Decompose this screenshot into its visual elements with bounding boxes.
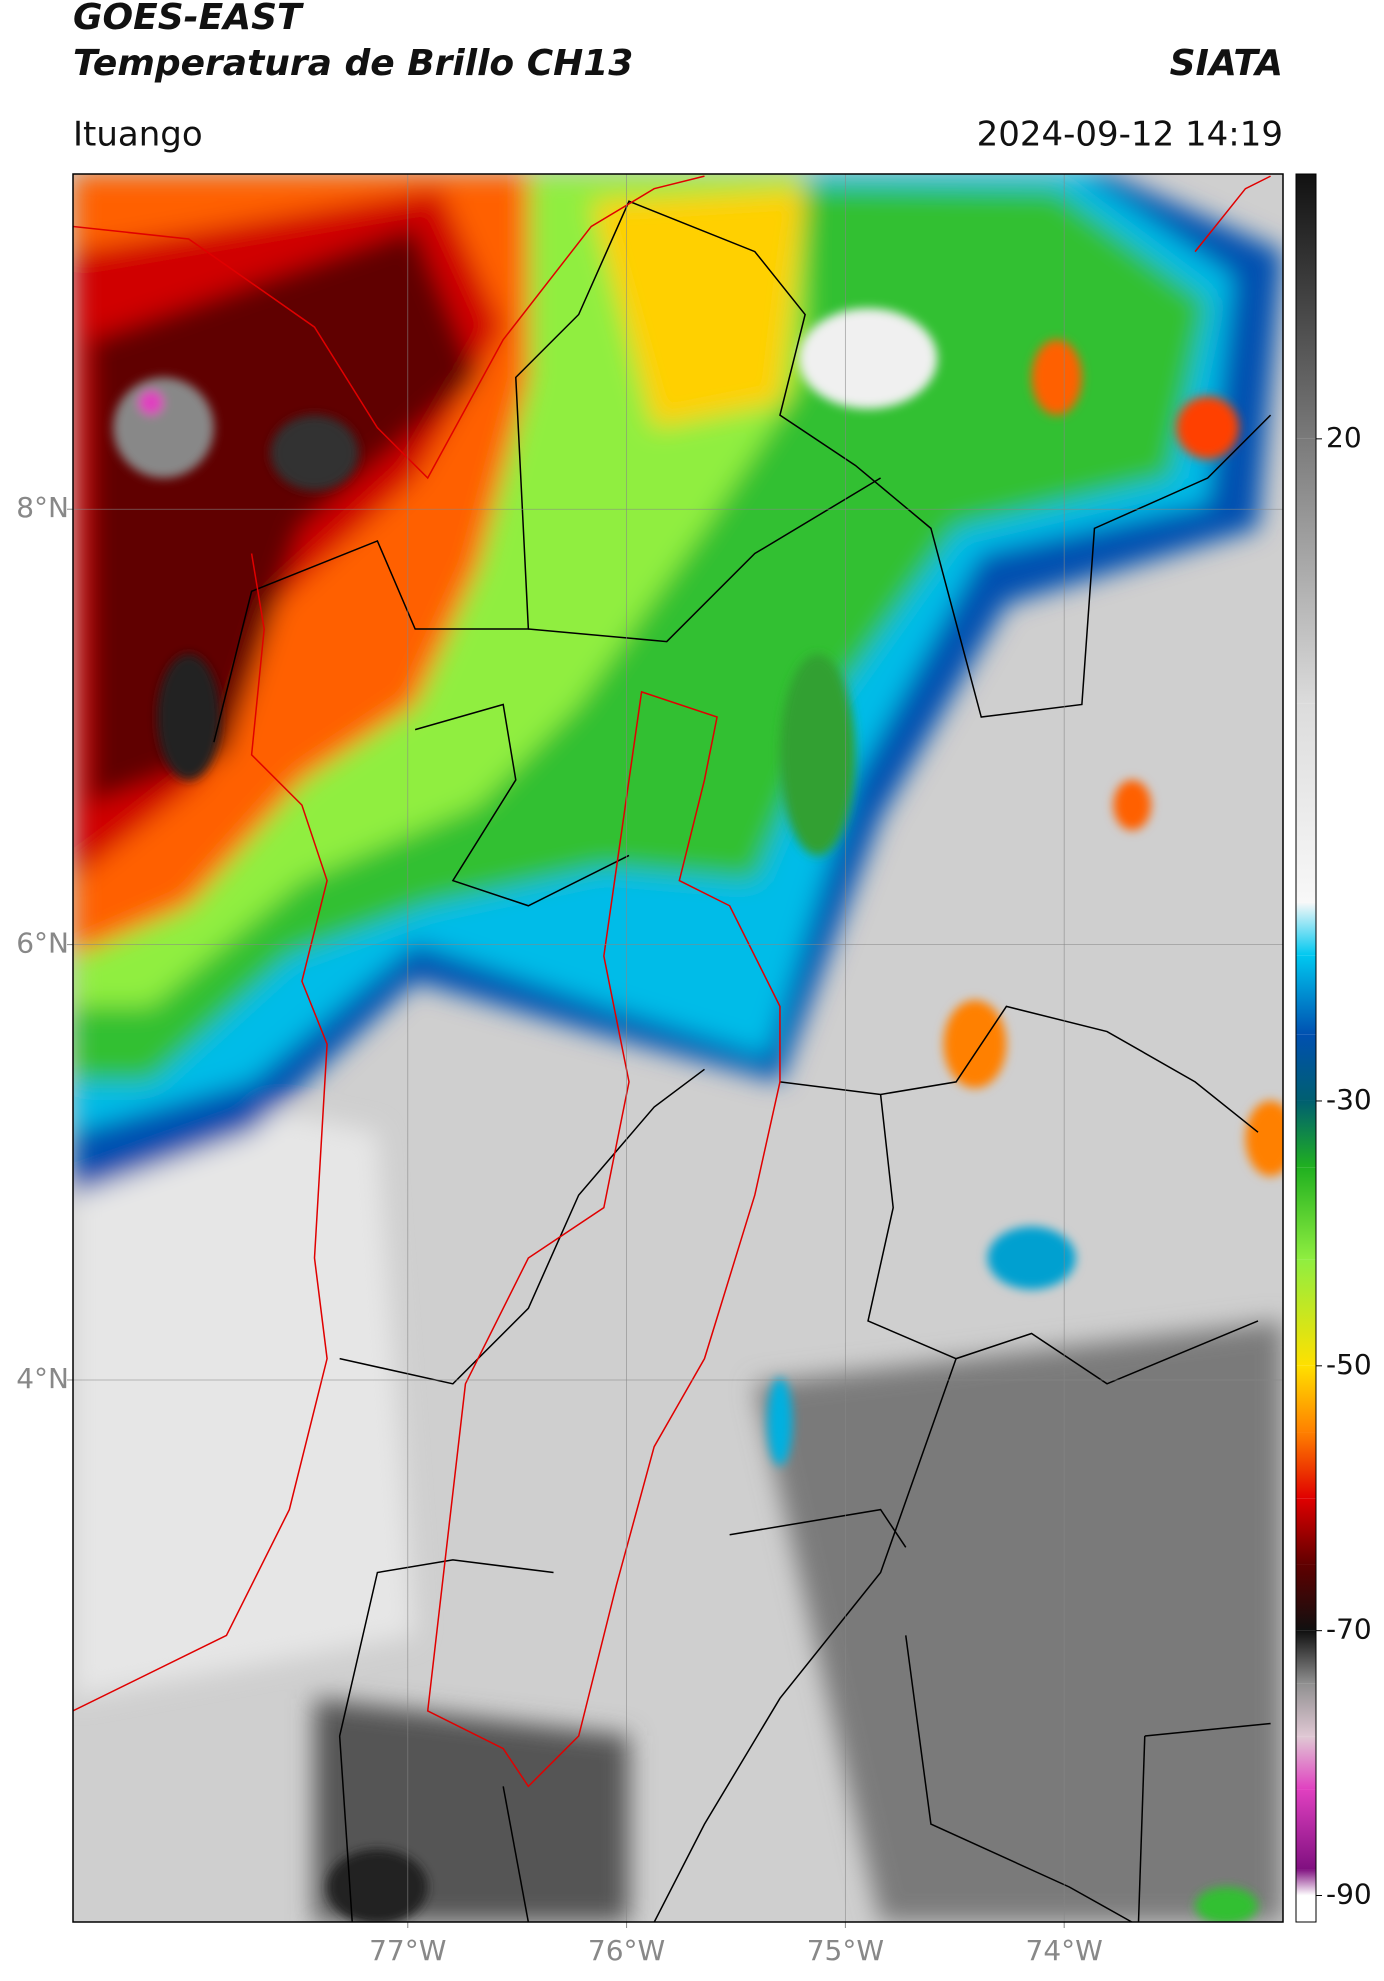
colorbar-segment xyxy=(1296,703,1316,903)
source: SIATA xyxy=(1170,43,1283,84)
y-tick-label: 8°N xyxy=(16,491,69,524)
colorbar-segment xyxy=(1296,1100,1316,1168)
x-tick-label: 74°W xyxy=(1026,1934,1103,1967)
colorbar: 20 -30 -50 -70 -90 xyxy=(1295,173,1372,1923)
colorbar-tick-label: -90 xyxy=(1326,1878,1372,1911)
colorbar-segment xyxy=(1296,955,1316,1035)
colorbar-segment xyxy=(1296,1167,1316,1260)
colorbar-segment xyxy=(1296,1498,1316,1565)
x-tick-label: 76°W xyxy=(588,1934,665,1967)
datetime: 2024-09-12 14:19 xyxy=(977,115,1283,155)
colorbar-segment xyxy=(1296,1365,1316,1433)
colorbar-segment xyxy=(1296,1683,1316,1737)
satellite-image xyxy=(73,174,1283,1922)
colorbar-segment xyxy=(1296,1259,1316,1366)
colorbar-segment xyxy=(1296,1630,1316,1684)
colorbar-segment xyxy=(1296,1564,1316,1631)
colorbar-segment xyxy=(1296,1432,1316,1499)
y-tick-label: 6°N xyxy=(16,927,69,960)
graticule: 77°W 76°W 75°W 74°W 8°N 6°N 4°N xyxy=(16,174,1283,1967)
colorbar-segment xyxy=(1296,1869,1316,1896)
x-tick-label: 77°W xyxy=(369,1934,446,1967)
colorbar-segment xyxy=(1296,1895,1316,1922)
colorbar-segment xyxy=(1296,1789,1316,1870)
colorbar-segment xyxy=(1296,902,1316,956)
x-tick-label: 75°W xyxy=(807,1934,884,1967)
subtitle: Temperatura de Brillo CH13 xyxy=(73,43,633,84)
location: Ituango xyxy=(73,115,203,155)
colorbar-segment xyxy=(1296,1034,1316,1101)
colorbar-segment xyxy=(1296,1736,1316,1790)
colorbar-frame xyxy=(1295,173,1317,1923)
colorbar-tick-label: 20 xyxy=(1326,421,1362,454)
colorbar-tick-label: -30 xyxy=(1326,1083,1372,1116)
colorbar-tick-label: -50 xyxy=(1326,1348,1372,1381)
colorbar-segment xyxy=(1296,174,1316,439)
colorbar-segment xyxy=(1296,438,1316,704)
y-tick-label: 4°N xyxy=(16,1362,69,1395)
colorbar-tick-label: -70 xyxy=(1326,1613,1372,1646)
map-frame xyxy=(72,173,1284,1923)
title: GOES-EAST xyxy=(73,0,304,38)
